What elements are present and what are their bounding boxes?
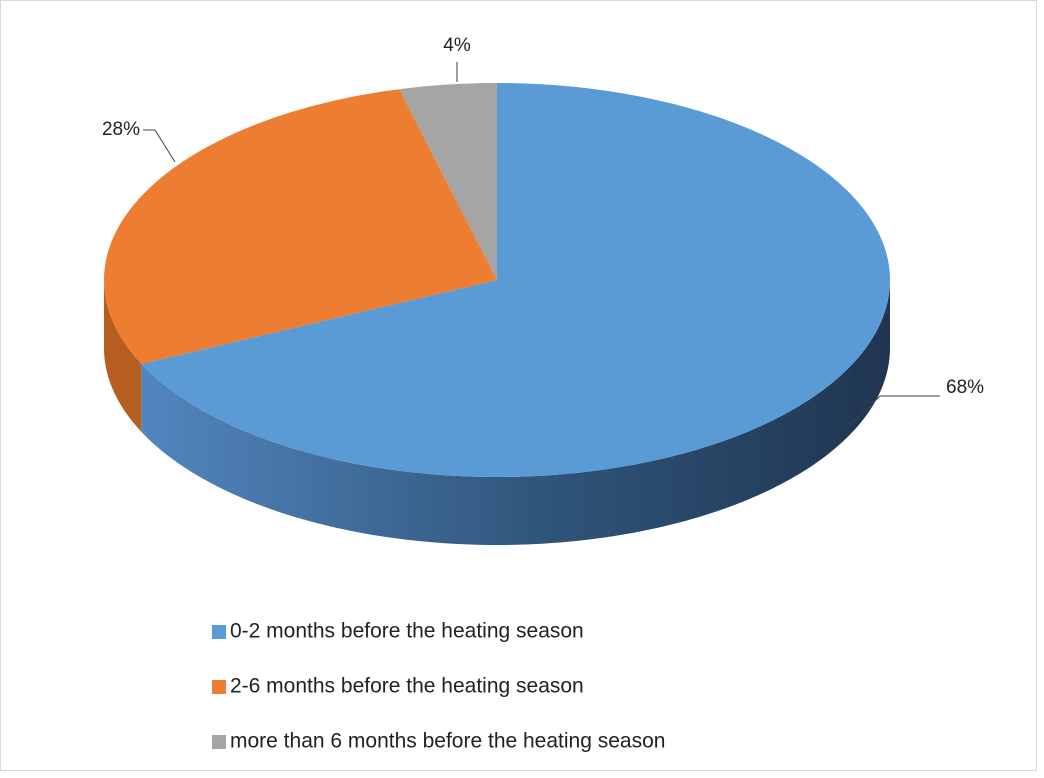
slice-side xyxy=(141,280,891,545)
legend-swatch xyxy=(212,735,226,749)
legend-label: 0-2 months before the heating season xyxy=(230,620,584,643)
legend-label: more than 6 months before the heating se… xyxy=(230,730,665,753)
legend-swatch xyxy=(212,680,226,694)
legend-label: 2-6 months before the heating season xyxy=(230,675,584,698)
leader-line xyxy=(849,395,940,426)
leader-line xyxy=(143,129,176,163)
slice xyxy=(399,83,497,280)
slice xyxy=(141,83,890,477)
slice-side xyxy=(104,280,142,432)
data-label: 28% xyxy=(102,119,140,140)
data-label: 4% xyxy=(443,35,471,56)
legend-swatch xyxy=(212,625,226,639)
slice xyxy=(104,89,497,364)
data-label: 68% xyxy=(946,377,984,398)
